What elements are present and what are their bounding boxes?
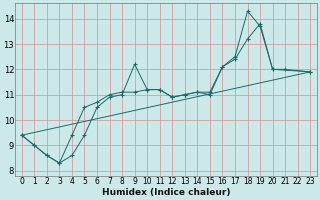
- X-axis label: Humidex (Indice chaleur): Humidex (Indice chaleur): [102, 188, 230, 197]
